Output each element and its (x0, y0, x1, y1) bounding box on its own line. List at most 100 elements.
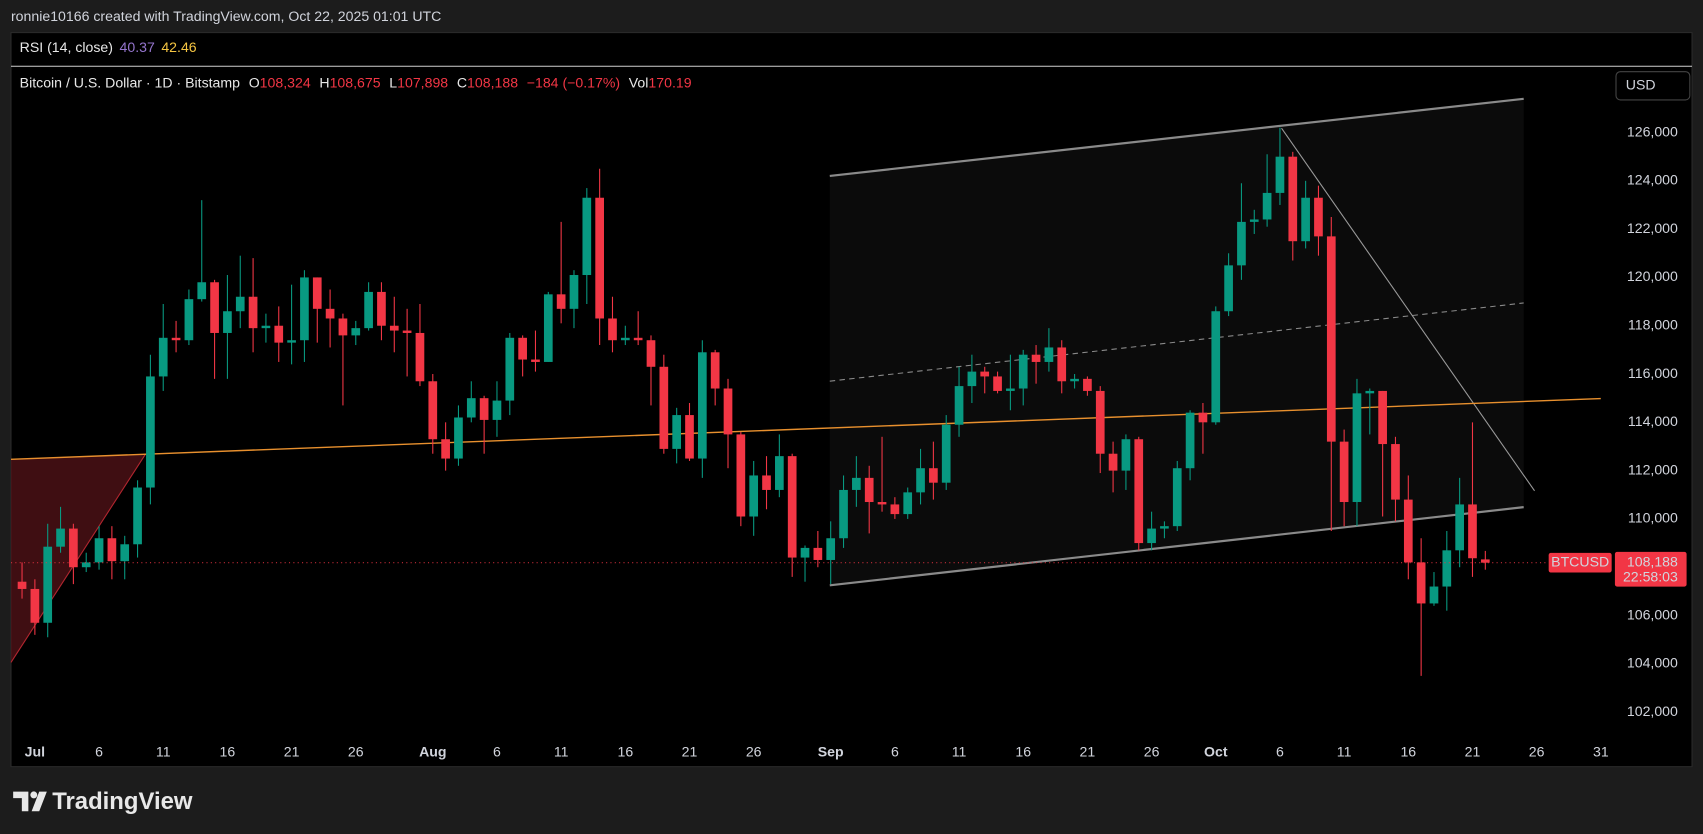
x-tick-label: Jul (25, 743, 45, 759)
attribution: ronnie10166 created with TradingView.com… (11, 8, 441, 24)
symbol-tag (1548, 552, 1612, 573)
candle-body (1031, 354, 1041, 362)
candle-body (261, 325, 271, 329)
candle-body (1185, 412, 1195, 469)
candle-body (646, 340, 656, 367)
x-tick-label: 16 (220, 743, 236, 759)
footer (0, 767, 1703, 834)
price-tag (1614, 551, 1687, 587)
x-tick-label: 16 (1015, 743, 1031, 759)
candle-body (312, 277, 322, 309)
x-tick-label: 26 (1144, 743, 1160, 759)
x-tick-label: 21 (682, 743, 698, 759)
candle-body (903, 492, 913, 515)
candle-body (325, 308, 335, 319)
y-tick-label: 120,000 (1627, 268, 1678, 284)
candle-body (81, 562, 91, 568)
channel-mid (829, 302, 1524, 382)
candle-body (338, 318, 348, 336)
x-tick-label: 21 (1465, 743, 1481, 759)
trend-line (1281, 127, 1536, 492)
y-tick-label: 116,000 (1628, 365, 1678, 381)
symbol-legend: Bitcoin / U.S. Dollar · 1D · Bitstamp O10… (20, 74, 692, 90)
candle-body (775, 456, 784, 490)
candle-body (479, 398, 489, 420)
x-tick-label: 11 (554, 743, 569, 759)
candle-body (120, 544, 130, 562)
candle-body (287, 340, 296, 343)
candle-body (17, 581, 27, 589)
candle-body (1147, 528, 1156, 544)
candle-body (1288, 156, 1298, 242)
candle-body (197, 282, 207, 300)
candle-body (56, 528, 65, 547)
candle-body (1237, 221, 1246, 266)
candle-body (466, 398, 476, 418)
candle-body (800, 547, 810, 558)
candle-body (454, 417, 463, 459)
candle-body (723, 388, 733, 435)
candle-body (839, 489, 848, 539)
x-tick-label: Aug (419, 743, 446, 759)
candle-body (1378, 390, 1387, 445)
candle-body (941, 424, 951, 483)
triangle-edge (10, 453, 147, 663)
candle-body (1455, 504, 1464, 551)
x-tick-label: 21 (1080, 743, 1096, 759)
x-tick-label: 16 (617, 743, 633, 759)
currency-button[interactable] (1615, 71, 1691, 101)
candle-body (1480, 559, 1490, 563)
candles (17, 127, 1490, 676)
candle-body (620, 337, 630, 341)
candle-body (1352, 393, 1362, 503)
candle-body (69, 528, 78, 568)
candle-body (377, 291, 386, 326)
candle-body (993, 376, 1002, 391)
candle-body (1429, 586, 1439, 604)
candle-body (1198, 412, 1208, 423)
candle-body (248, 296, 258, 329)
candle-body (1044, 347, 1054, 362)
candle-body (1211, 311, 1221, 423)
candle-body (1160, 526, 1169, 529)
candle-body (1442, 550, 1452, 587)
candle-body (1416, 562, 1426, 604)
candle-body (1275, 156, 1285, 193)
high-value: 108,675 (330, 74, 381, 90)
candle-body (133, 487, 142, 545)
low-label: L (389, 74, 397, 90)
brand-logo: TradingView (13, 788, 193, 815)
x-tick-label: 26 (746, 743, 762, 759)
candle-body (852, 477, 861, 490)
logo-slash (31, 791, 47, 812)
candle-body (569, 275, 579, 309)
channel-fill (829, 98, 1524, 586)
y-tick-label: 110,000 (1628, 510, 1678, 526)
candle-body (158, 337, 168, 377)
candle-body (685, 415, 694, 459)
candle-body (787, 456, 797, 558)
candle-body (1403, 499, 1413, 563)
candle-body (1108, 453, 1118, 471)
low-value: 107,898 (397, 74, 448, 90)
candle-body (235, 296, 245, 312)
rsi-value: 40.37 (120, 39, 155, 55)
x-tick-label: 26 (348, 743, 364, 759)
candle-body (710, 352, 720, 389)
candle-body (543, 294, 553, 362)
candle-body (274, 325, 284, 343)
channel-top (829, 97, 1524, 178)
y-tick-label: 124,000 (1627, 172, 1678, 188)
candle-body (1134, 439, 1144, 544)
candle-body (415, 332, 425, 382)
candle-body (633, 337, 643, 341)
symbol-title: Bitcoin / U.S. Dollar · 1D · Bitstamp (20, 74, 240, 90)
candle-body (1326, 236, 1336, 442)
x-tick-label: 6 (95, 743, 103, 759)
currency-label[interactable]: USD (1626, 77, 1656, 93)
close-value: 108,188 (467, 74, 518, 90)
chart-panel (10, 32, 1693, 768)
candle-body (441, 439, 450, 459)
candle-body (595, 197, 604, 319)
